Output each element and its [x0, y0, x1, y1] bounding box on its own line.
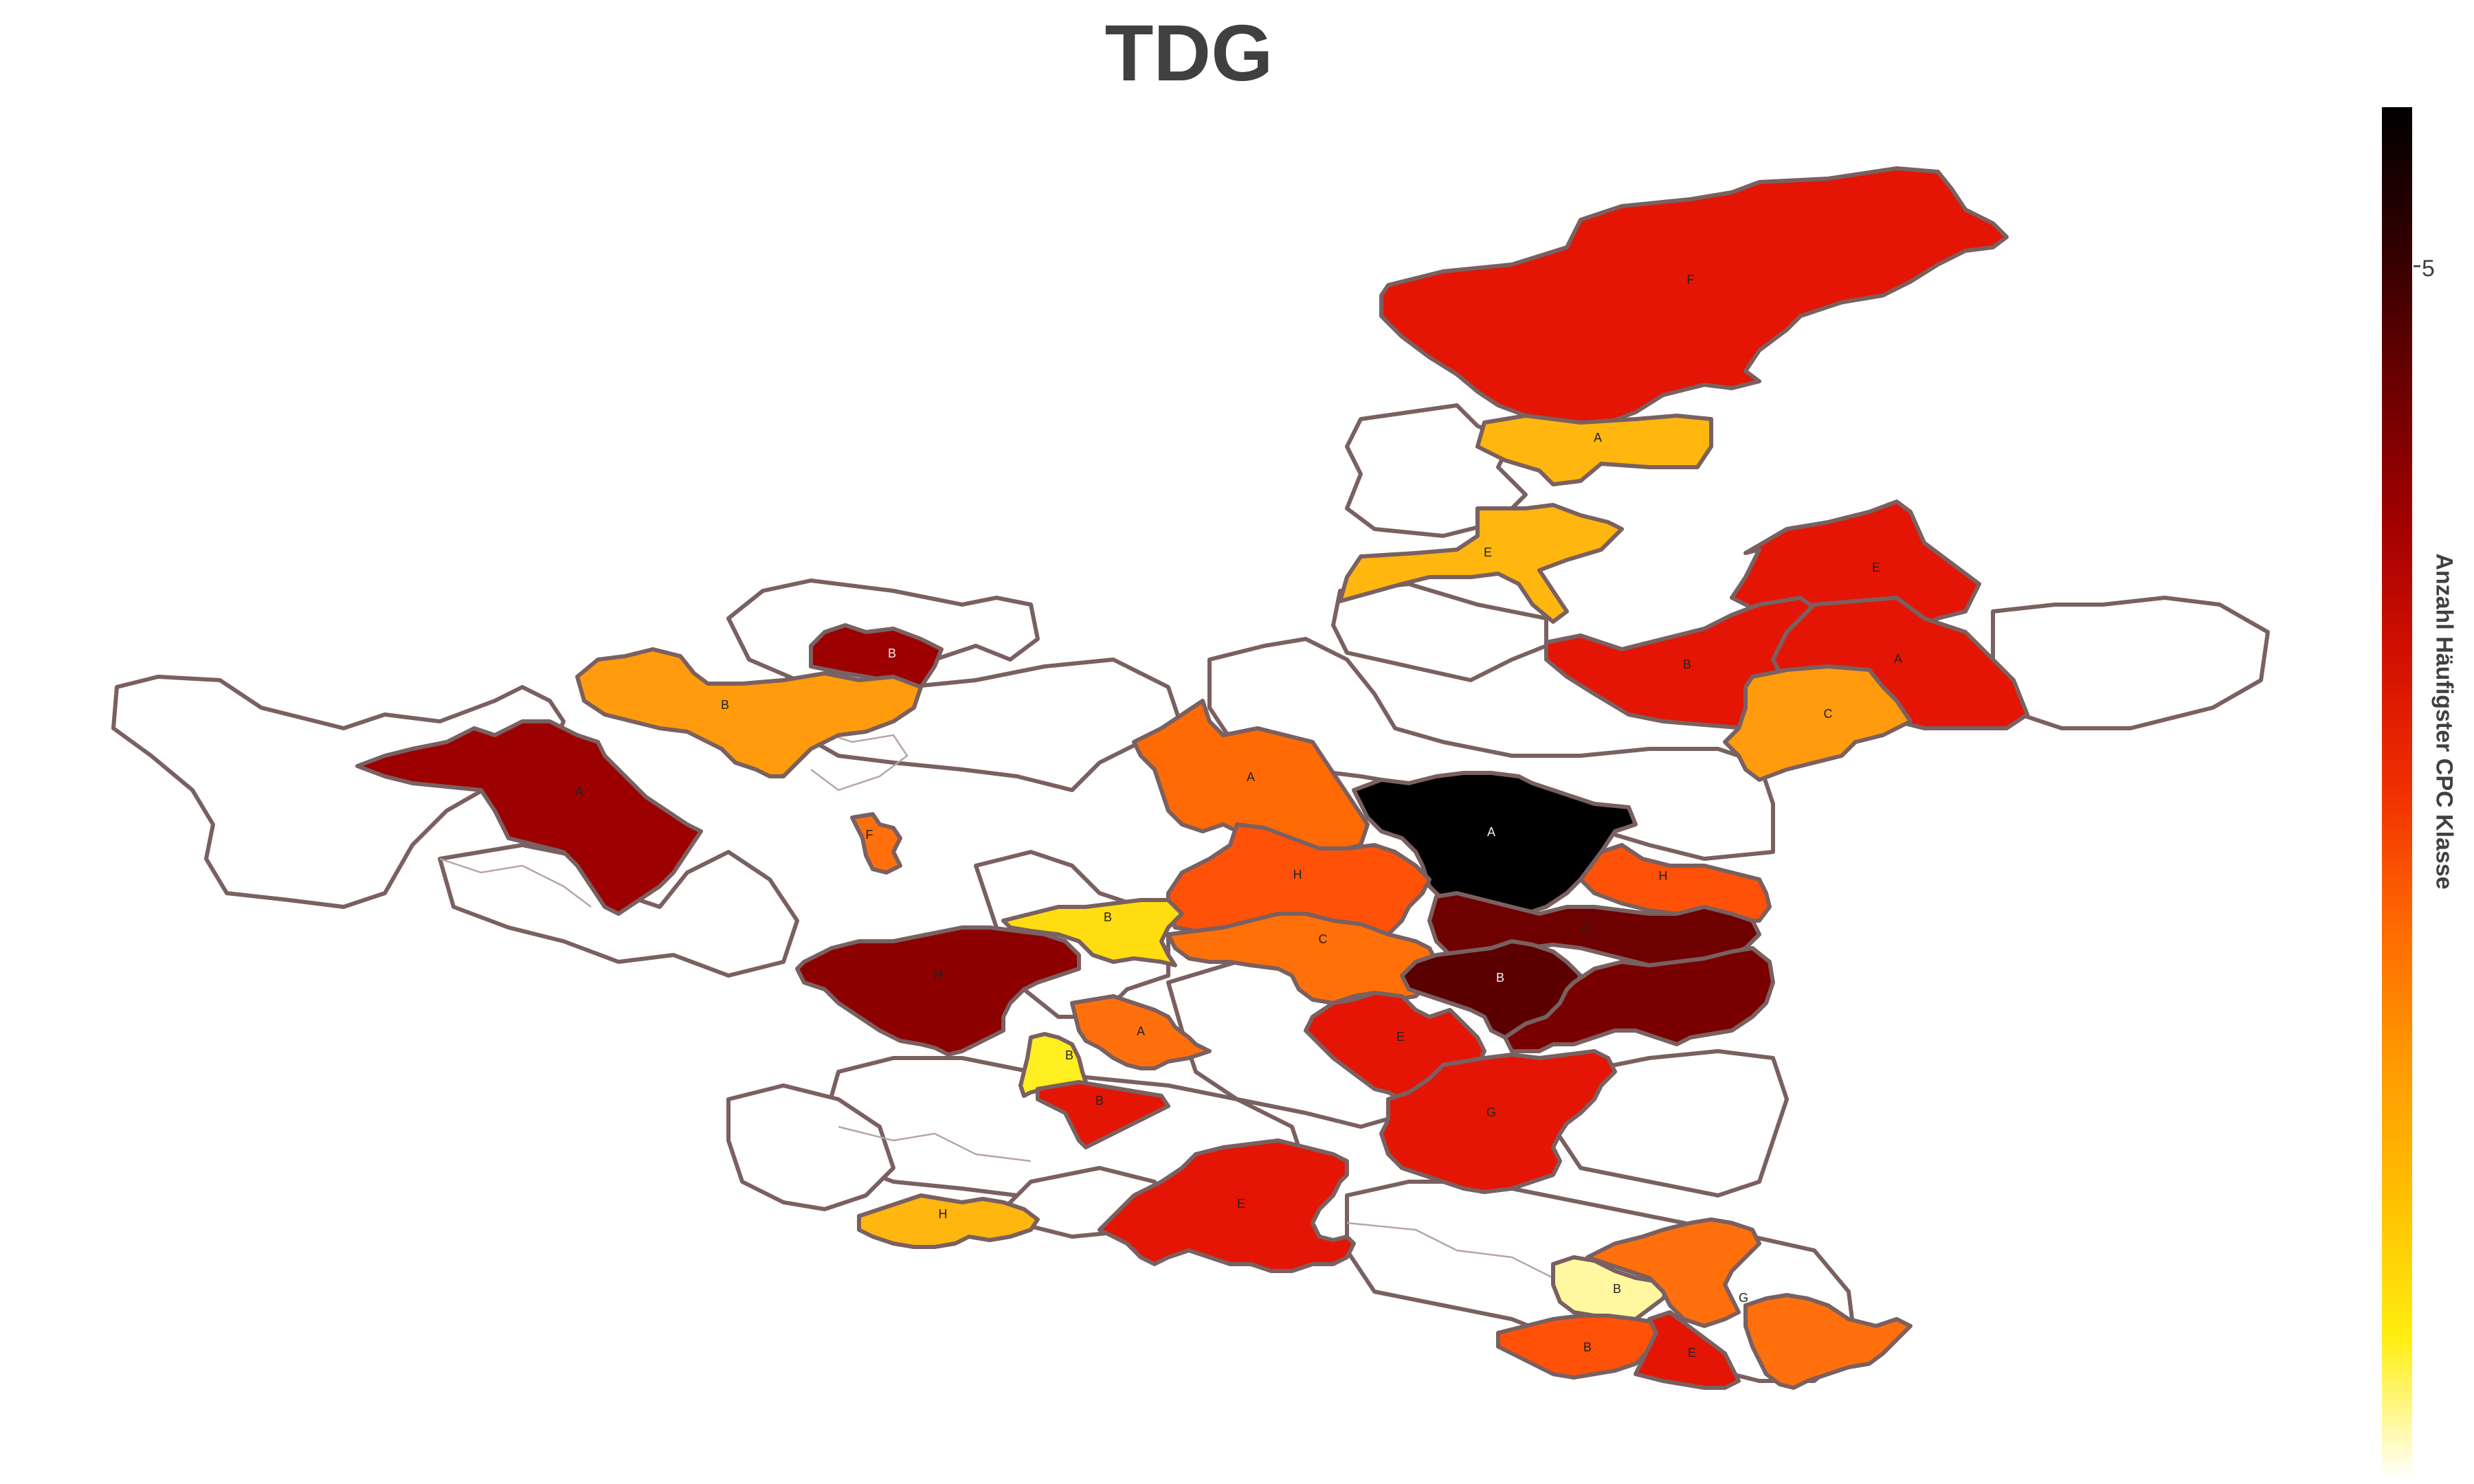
region-labels: F A E E B A C B B A F A A H H C B H C B … [575, 273, 1902, 1360]
region-mid-g [1379, 1049, 1617, 1194]
region-center-b-yellow [1001, 898, 1184, 967]
region-south-orange [1743, 1293, 1913, 1390]
label-small-b-yellow: B [1065, 1048, 1073, 1062]
label-south-b-pale: B [1613, 1282, 1621, 1296]
region-east-h [1579, 843, 1772, 923]
blank-southwest [726, 1083, 895, 1211]
region-center-c [1166, 912, 1438, 1005]
colorbar-tick [2414, 265, 2420, 267]
region-small-a [1070, 994, 1212, 1070]
region-small-b-red [1036, 1080, 1170, 1149]
blank-north-mid [1331, 582, 1548, 682]
region-south-g [1585, 1217, 1761, 1328]
label-east-b: B [1496, 971, 1504, 985]
region-south-e [1097, 1138, 1356, 1273]
label-north-a: A [1594, 431, 1602, 445]
label-west-h: H [934, 968, 943, 982]
label-small-b-red: B [1095, 1094, 1104, 1108]
colored-regions [355, 166, 2029, 1390]
colorbar-title: Anzahl Häufigster CPC Klasse [2431, 553, 2458, 890]
region-south-b [1496, 1314, 1665, 1380]
label-west-f: F [866, 828, 873, 842]
region-north-big [1379, 166, 2009, 425]
label-mid-e: E [1396, 1030, 1405, 1044]
label-mid-g: G [1486, 1105, 1496, 1119]
region-ne-c [1723, 664, 1913, 782]
label-south-e2: E [1688, 1346, 1696, 1360]
label-north-big: F [1687, 273, 1695, 286]
label-south-g: G [1739, 1291, 1748, 1305]
label-center-a: A [1247, 770, 1255, 784]
inner-border-2 [439, 857, 592, 908]
label-north-e: E [1484, 546, 1492, 559]
label-center-c: C [1319, 932, 1328, 946]
region-north-e [1338, 503, 1624, 624]
label-south-b: B [1583, 1340, 1592, 1354]
region-center-a [1132, 699, 1370, 854]
region-south-h [857, 1193, 1040, 1249]
label-south-e: E [1237, 1197, 1245, 1211]
label-east-h: H [1659, 869, 1668, 883]
inner-border-1 [810, 727, 909, 791]
label-west-b: B [721, 698, 729, 712]
region-south-b-pale [1551, 1255, 1672, 1321]
label-ne-a: A [1894, 652, 1902, 666]
region-west-b-small [809, 623, 944, 689]
label-west-a: A [575, 785, 583, 798]
label-south-h: H [939, 1207, 948, 1221]
label-ne-b: B [1683, 657, 1691, 671]
blank-east [1991, 596, 2270, 730]
label-east-c: C [1582, 922, 1591, 936]
inner-border-3 [838, 1125, 1032, 1162]
label-west-b-small: B [888, 647, 896, 660]
label-center-b-yellow: B [1104, 910, 1112, 924]
label-center-black: A [1487, 825, 1495, 839]
region-west-f [850, 812, 902, 875]
region-east-dark [1503, 946, 1775, 1053]
label-ne-c: C [1824, 707, 1833, 721]
region-west-h [795, 925, 1081, 1057]
region-west-b [575, 647, 923, 778]
blank-center-north [1207, 637, 1775, 861]
label-center-h: H [1293, 868, 1302, 881]
region-west-a [355, 719, 703, 916]
blank-east-south [1551, 1049, 1789, 1198]
region-south-e2 [1634, 1310, 1741, 1390]
label-small-a: A [1137, 1024, 1145, 1038]
label-ne-e: E [1872, 561, 1880, 574]
map-title: TDG [1104, 8, 1273, 98]
region-north-a [1475, 414, 1713, 486]
colorbar-tick-label: 5 [2422, 256, 2435, 282]
choropleth-map: F A E E B A C B B A F A A H H C B H C B … [111, 166, 2270, 1390]
colorbar [2382, 107, 2412, 1474]
